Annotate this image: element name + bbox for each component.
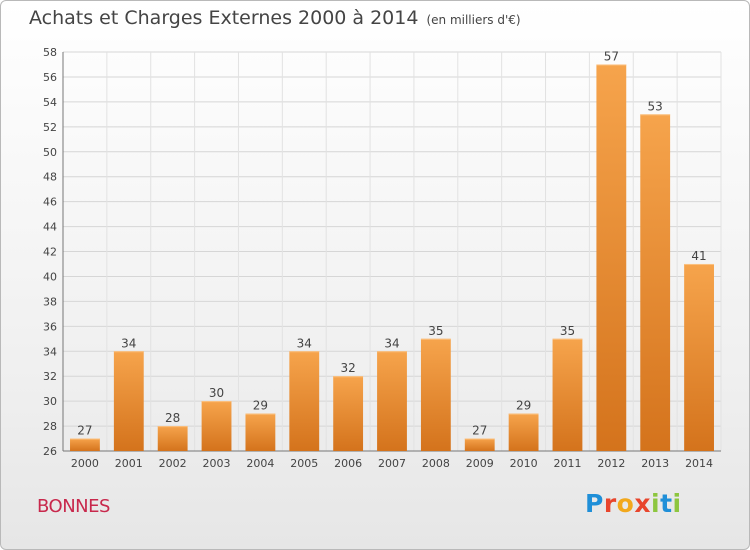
x-tick-label: 2003 [203,457,231,470]
data-label: 29 [516,399,531,413]
x-tick-label: 2008 [422,457,450,470]
x-tick-label: 2011 [553,457,581,470]
data-label: 27 [77,424,92,438]
data-label: 41 [691,249,706,263]
bar [684,263,714,451]
labels: 26 28 30 32 34 36 38 40 42 44 46 48 50 52 54 56 58 27 2000… [43,46,713,470]
data-label: 57 [604,49,619,63]
y-tick-label: 30 [43,395,57,408]
x-tick-label: 2007 [378,457,406,470]
y-tick-label: 32 [43,370,57,383]
y-tick-label: 54 [43,96,57,109]
x-tick-label: 2010 [510,457,538,470]
y-tick-label: 28 [43,420,57,433]
y-tick-label: 36 [43,320,57,333]
chart-title: Achats et Charges Externes 2000 à 2014 (e… [29,7,521,29]
bar [640,114,671,451]
bar [245,413,276,451]
bars [70,64,714,451]
bar [70,438,100,451]
x-tick-label: 2012 [597,457,625,470]
data-label: 27 [472,424,487,438]
y-tick-label: 52 [43,121,57,134]
bar [596,64,627,451]
y-tick-label: 38 [43,295,57,308]
y-tick-label: 46 [43,196,57,209]
x-tick-label: 2002 [159,457,187,470]
x-tick-label: 2013 [641,457,669,470]
unit-text: (en milliers d'€) [426,13,521,27]
data-label: 35 [428,324,443,338]
data-label: 32 [340,361,355,375]
y-tick-label: 34 [43,345,57,358]
proxiti-logo: Proxiti [585,489,682,518]
y-tick-label: 44 [43,221,57,234]
y-tick-label: 48 [43,171,57,184]
bar [377,351,407,451]
y-tick-label: 40 [43,270,57,283]
x-tick-label: 2014 [685,457,713,470]
town-name: BONNES [37,496,110,517]
bar [464,438,495,451]
y-tick-label: 26 [43,445,57,458]
title-text: Achats et Charges Externes 2000 à 2014 [29,7,419,29]
data-label: 34 [121,336,136,350]
data-label: 35 [560,324,575,338]
x-tick-label: 2009 [466,457,494,470]
bar [420,338,451,451]
y-tick-label: 42 [43,246,57,259]
data-label: 34 [384,336,399,350]
x-tick-label: 2004 [246,457,274,470]
bar [333,376,364,451]
data-label: 34 [297,336,312,350]
bar [289,351,320,451]
y-tick-label: 50 [43,146,57,159]
bar [552,338,583,451]
bar [508,413,539,451]
x-tick-label: 2001 [115,457,143,470]
x-tick-label: 2005 [290,457,318,470]
x-tick-label: 2006 [334,457,362,470]
data-label: 28 [165,411,180,425]
data-label: 29 [253,399,268,413]
y-tick-label: 58 [43,46,57,59]
bar [113,351,144,451]
y-tick-label: 56 [43,71,57,84]
x-tick-label: 2000 [71,457,99,470]
bar [157,426,188,451]
bar [201,401,232,451]
data-label: 53 [648,99,663,113]
data-label: 30 [209,386,224,400]
